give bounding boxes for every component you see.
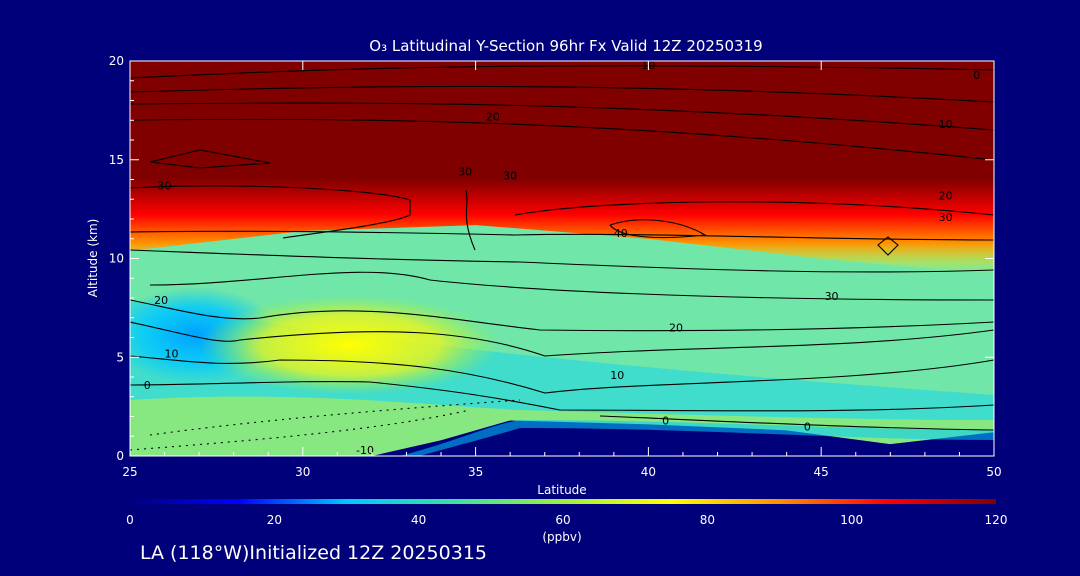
contour-label: 10 [164, 347, 178, 360]
x-tick-label: 45 [814, 465, 829, 479]
contour-label: 30 [158, 179, 172, 192]
initialization-caption: LA (118°W)Initialized 12Z 20250315 [140, 542, 487, 564]
colorbar-ticks: 0 20 40 60 80 100 120 [126, 513, 1007, 527]
contour-label: 10 [939, 118, 953, 131]
y-tick-label: 5 [116, 350, 124, 364]
x-tick-label: 30 [295, 465, 310, 479]
colorbar-tick-label: 100 [840, 513, 863, 527]
colorbar-tick-label: 80 [700, 513, 715, 527]
contour-label: 0 [144, 379, 151, 392]
y-tick-label: 10 [109, 252, 124, 266]
contour-lines [130, 65, 994, 451]
colorbar-tick-label: 40 [411, 513, 426, 527]
terrain-cyan-edge [400, 420, 994, 456]
contour-label: -10 [356, 444, 374, 457]
x-tick-label: 50 [986, 465, 1001, 479]
contour-label: 0 [804, 420, 811, 433]
contour-label: 30 [939, 211, 953, 224]
contour-label: 20 [669, 322, 683, 335]
contour-label: 0 [973, 69, 980, 82]
contour-label: 40 [614, 227, 628, 240]
x-tick-label: 40 [641, 465, 656, 479]
x-tick-label: 35 [468, 465, 483, 479]
chart-title: O₃ Latitudinal Y-Section 96hr Fx Valid 1… [369, 37, 762, 55]
y-tick-label: 15 [109, 153, 124, 167]
contour-label: 30 [503, 170, 517, 183]
contour-label: 10 [610, 369, 624, 382]
contour-label: 0 [662, 414, 669, 427]
high-ozone-region [200, 295, 500, 395]
y-axis: 0 5 10 15 20 [109, 54, 994, 463]
contour-label: 30 [458, 166, 472, 179]
contour-label: 20 [486, 110, 500, 123]
x-axis: 25 30 35 40 45 50 [122, 61, 1002, 479]
surface-terrain [130, 420, 994, 456]
x-tick-label: 25 [122, 465, 137, 479]
contour-label: 20 [939, 189, 953, 202]
colorbar-tick-label: 20 [267, 513, 282, 527]
y-axis-label: Altitude (km) [86, 219, 100, 298]
y-tick-label: 0 [116, 449, 124, 463]
stratosphere-field [130, 61, 994, 275]
colorbar-unit-label: (ppbv) [542, 530, 581, 544]
colorbar-tick-label: 60 [555, 513, 570, 527]
colorbar-tick-label: 120 [985, 513, 1008, 527]
y-tick-label: 20 [109, 54, 124, 68]
colorbar [130, 499, 996, 504]
colorbar-tick-label: 0 [126, 513, 134, 527]
contour-label: 20 [154, 294, 168, 307]
contour-label: 30 [825, 290, 839, 303]
x-axis-label: Latitude [537, 483, 586, 497]
